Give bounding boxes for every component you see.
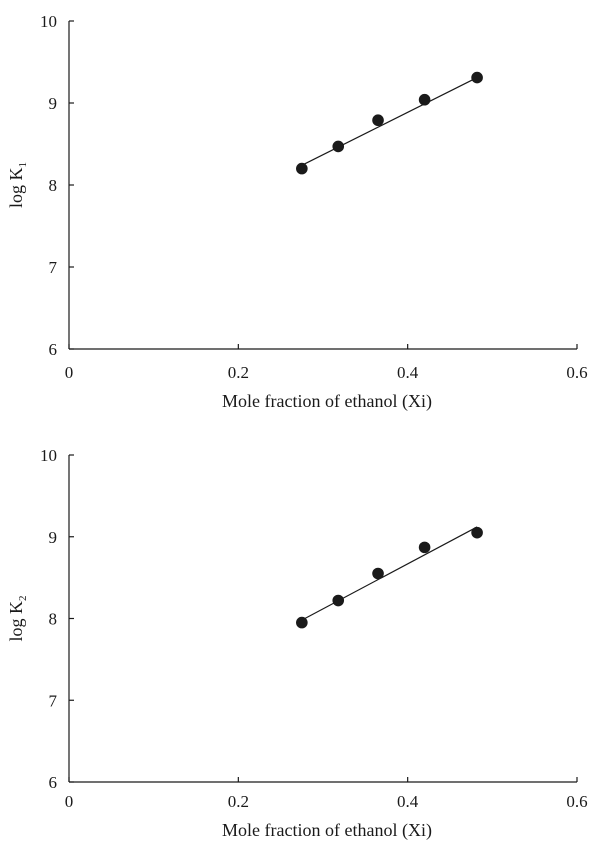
y-tick-label: 7 bbox=[49, 258, 58, 277]
chart-panel-log-k1: 6 7 8 9 10 0 0.2 0.4 0.6 Mole fraction of ethanol… bbox=[6, 12, 588, 412]
y-tick-label: 10 bbox=[40, 12, 57, 31]
y-axis-title: log K1 bbox=[6, 162, 29, 208]
x-tick-label: 0.4 bbox=[397, 792, 419, 811]
data-point bbox=[296, 616, 308, 629]
trend-line bbox=[301, 526, 478, 621]
y-tick-label: 10 bbox=[40, 446, 57, 465]
x-tick-label: 0 bbox=[65, 792, 74, 811]
data-point bbox=[471, 71, 483, 84]
x-tick-label: 0.6 bbox=[566, 363, 587, 382]
chart-panel-log-k2: 6 7 8 9 10 0 0.2 0.4 0.6 Mole fraction of ethanol… bbox=[6, 446, 588, 841]
x-tick-label: 0.6 bbox=[566, 792, 587, 811]
data-point bbox=[471, 526, 483, 539]
y-tick-label: 9 bbox=[49, 94, 58, 113]
x-axis-title: Mole fraction of ethanol (Xi) bbox=[222, 391, 432, 412]
y-tick-label: 9 bbox=[49, 528, 58, 547]
trend-line bbox=[301, 77, 478, 166]
x-tick-label: 0.2 bbox=[228, 363, 249, 382]
x-axis-title: Mole fraction of ethanol (Xi) bbox=[222, 820, 432, 841]
y-axis-title-subscript: 1 bbox=[17, 162, 29, 168]
y-axis-title: log K2 bbox=[6, 596, 29, 642]
y-axis-title-text: log K bbox=[6, 601, 26, 642]
y-tick-label: 6 bbox=[49, 340, 58, 359]
y-tick-label: 8 bbox=[49, 610, 58, 629]
y-axis-title-text: log K bbox=[6, 167, 26, 208]
data-point bbox=[418, 541, 431, 554]
y-tick-label: 8 bbox=[49, 176, 58, 195]
x-tick-label: 0.4 bbox=[397, 363, 419, 382]
data-point bbox=[372, 114, 384, 127]
y-tick-label: 6 bbox=[49, 773, 58, 792]
x-tick-label: 0.2 bbox=[228, 792, 249, 811]
data-point bbox=[296, 162, 308, 175]
x-tick-label: 0 bbox=[65, 363, 74, 382]
data-point bbox=[372, 567, 384, 580]
y-axis-title-subscript: 2 bbox=[17, 596, 29, 602]
data-point bbox=[332, 594, 345, 607]
y-tick-label: 7 bbox=[49, 691, 58, 710]
data-point bbox=[332, 140, 345, 153]
data-point bbox=[418, 93, 431, 106]
